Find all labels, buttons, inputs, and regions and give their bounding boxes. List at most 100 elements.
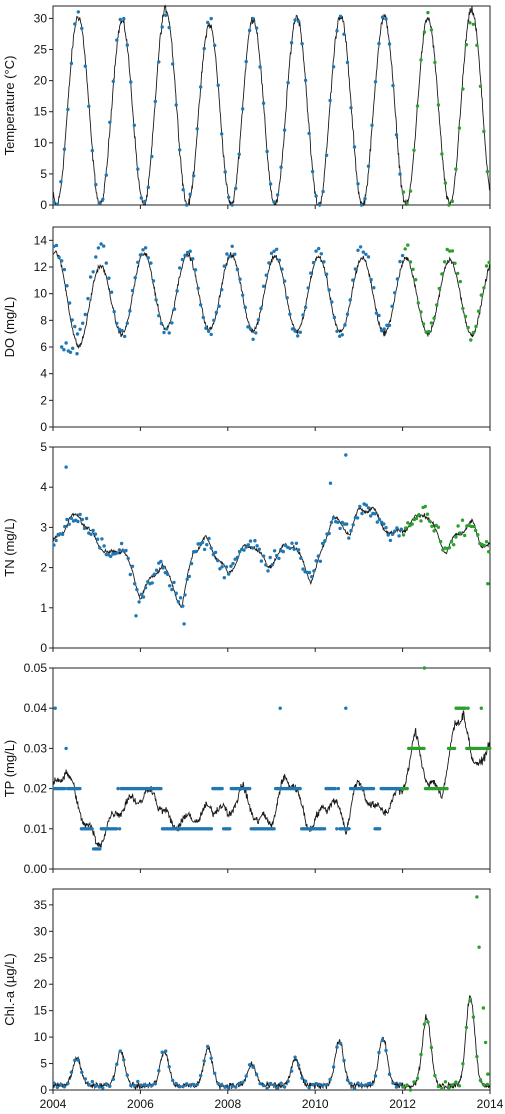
y-tick-label: 25 [34, 43, 48, 57]
obs-point [185, 1082, 189, 1086]
observations-tp [52, 666, 492, 851]
obs-point [261, 101, 266, 105]
obs-point [293, 18, 297, 22]
obs-point [364, 503, 368, 507]
obs-point [124, 548, 128, 553]
obs-point [251, 337, 255, 341]
y-tick-label: 0.01 [24, 822, 48, 836]
obs-point [415, 1076, 420, 1081]
obs-point [408, 1088, 413, 1092]
obs-point [111, 79, 116, 84]
obs-point [73, 22, 77, 26]
obs-point [486, 1072, 490, 1076]
obs-point [87, 104, 91, 109]
model-line-do [52, 250, 491, 350]
obs-point [230, 203, 234, 207]
obs-point [170, 587, 174, 592]
obs-point [475, 895, 479, 899]
obs-point [90, 827, 94, 831]
obs-point [437, 286, 441, 291]
obs-point [57, 255, 61, 260]
obs-point [115, 551, 119, 555]
obs-point [209, 546, 213, 550]
obs-point [206, 329, 211, 333]
obs-point [475, 43, 479, 47]
obs-point [89, 532, 93, 536]
obs-point [164, 1049, 168, 1053]
model-line-chla [52, 995, 491, 1091]
obs-point [206, 1044, 210, 1049]
obs-point [234, 1085, 238, 1089]
panel-chla: 0 5 10 15 20 25 30 35 Chl.-a (µg/L) [2, 888, 491, 1097]
obs-point [399, 527, 403, 531]
obs-point [251, 17, 255, 21]
obs-point [419, 519, 423, 523]
obs-point [318, 559, 323, 563]
obs-point [87, 1083, 91, 1087]
obs-point [471, 22, 476, 26]
obs-point [333, 786, 337, 791]
obs-point [52, 244, 56, 249]
obs-point [347, 827, 351, 831]
obs-point [118, 1049, 123, 1053]
obs-point [82, 526, 87, 531]
obs-point [116, 786, 120, 791]
obs-point [301, 313, 305, 317]
obs-point [369, 514, 373, 518]
obs-point [217, 304, 221, 308]
obs-point [474, 324, 478, 329]
y-tick-label: 5 [40, 167, 47, 181]
obs-point [83, 64, 88, 68]
obs-point [227, 254, 232, 259]
obs-point [289, 1069, 294, 1073]
obs-point [298, 330, 302, 334]
obs-point [162, 330, 166, 335]
obs-point [482, 286, 486, 290]
obs-point [456, 524, 460, 528]
obs-point [468, 999, 472, 1003]
obs-point [280, 267, 284, 271]
obs-point [336, 520, 340, 524]
y-tick-label: 5 [40, 1057, 47, 1071]
obs-point [129, 1083, 133, 1088]
obs-point [181, 188, 185, 192]
obs-point [372, 286, 376, 290]
obs-point [64, 746, 68, 751]
obs-point [484, 540, 489, 544]
obs-point [133, 276, 137, 280]
obs-point [52, 200, 56, 204]
obs-point [359, 1083, 364, 1087]
obs-point [248, 327, 253, 331]
obs-point [282, 279, 287, 283]
obs-point [191, 257, 195, 261]
obs-point [138, 253, 143, 257]
obs-point [272, 827, 276, 831]
obs-point [254, 26, 259, 30]
obs-point [452, 746, 457, 751]
obs-point [164, 327, 169, 331]
y-tick-label: 4 [40, 480, 47, 494]
obs-point [314, 559, 318, 563]
obs-point [176, 600, 181, 604]
obs-point [426, 1020, 430, 1024]
obs-point [440, 1086, 444, 1091]
obs-point [275, 193, 280, 197]
obs-point [482, 1083, 486, 1087]
obs-point [296, 19, 301, 23]
obs-point [206, 20, 210, 25]
obs-point [227, 195, 231, 199]
obs-point [76, 519, 80, 524]
observations-temp [52, 10, 490, 207]
obs-point [366, 255, 371, 259]
obs-point [112, 309, 116, 314]
obs-point [487, 550, 491, 554]
obs-point [71, 346, 75, 350]
obs-point [363, 1083, 367, 1088]
obs-point [384, 1048, 388, 1053]
obs-point [65, 517, 69, 522]
obs-point [317, 246, 321, 251]
obs-point [192, 1082, 196, 1087]
obs-point [141, 248, 145, 252]
obs-point [364, 252, 368, 256]
obs-point [157, 1069, 161, 1073]
